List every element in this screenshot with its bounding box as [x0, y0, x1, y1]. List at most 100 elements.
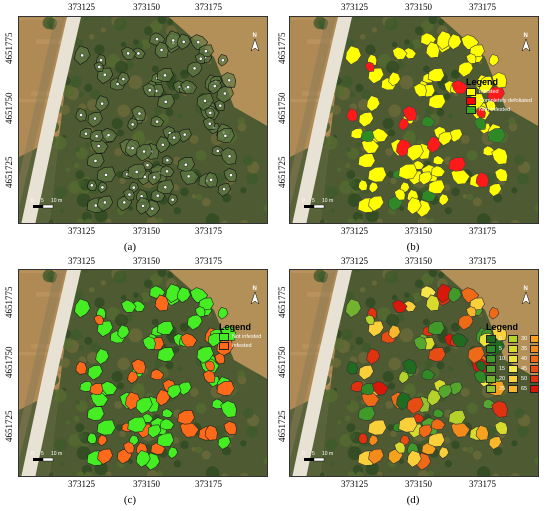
y-tick: 4651750: [277, 92, 287, 125]
svg-text:N: N: [524, 33, 528, 39]
legend-label: 20: [499, 376, 506, 382]
svg-text:10 m: 10 m: [322, 198, 333, 204]
panel-caption: (c): [123, 494, 137, 506]
legend-title: Legend: [466, 77, 499, 87]
legend-item: Infested: [466, 88, 532, 96]
panel-caption: (d): [406, 494, 420, 506]
x-tick: 373150: [133, 226, 160, 236]
legend-swatch: [508, 335, 518, 343]
panel-caption: (b): [406, 241, 420, 253]
legend-item: 30: [508, 335, 530, 343]
legend-label: 45: [521, 366, 528, 372]
x-tick: 373150: [405, 256, 432, 266]
x-tick: 373150: [405, 226, 432, 236]
svg-text:5: 5: [41, 451, 44, 457]
y-tick: 4651775: [4, 286, 14, 319]
x-tick: 373125: [341, 226, 368, 236]
x-tick: 373175: [469, 479, 496, 489]
legend: Legend Not infested Infested: [219, 322, 261, 350]
aerial-map: 0 5 10 m N: [290, 17, 538, 223]
x-tick: 373175: [469, 226, 496, 236]
legend-item: 85: [530, 355, 538, 363]
legend-label: Infested: [479, 89, 499, 95]
x-tick: 373125: [68, 479, 95, 489]
y-tick: 4651750: [277, 346, 287, 379]
svg-text:10 m: 10 m: [51, 198, 62, 204]
legend-swatch: [530, 375, 538, 383]
x-tick: 373175: [469, 2, 496, 12]
x-tick: 373125: [68, 2, 95, 12]
legend-item: 15: [486, 365, 508, 373]
y-tick: 4651775: [277, 286, 287, 319]
legend-swatch: [466, 88, 476, 96]
x-tick: 373125: [341, 2, 368, 12]
legend-item: 20: [486, 375, 508, 383]
svg-text:0: 0: [302, 198, 305, 204]
x-tick: 373150: [133, 256, 160, 266]
legend-swatch: [508, 355, 518, 363]
legend-item: 80: [530, 345, 538, 353]
legend-item: 45: [508, 365, 530, 373]
y-tick: 4651775: [4, 32, 14, 65]
legend-label: Non-infested: [479, 107, 511, 113]
x-tick: 373150: [405, 2, 432, 12]
map-image: 0 5 10 m N Legend 0 3075 5 3580 10 4085 15 4590 20 5…: [289, 269, 539, 477]
legend-label: 25: [499, 386, 506, 392]
legend-swatch: [508, 385, 518, 393]
legend-label: 15: [499, 366, 506, 372]
legend-label: 10: [499, 356, 506, 362]
legend-item: 0: [486, 335, 508, 343]
legend-swatch: [486, 335, 496, 343]
legend-item: 35: [508, 345, 530, 353]
legend-swatch: [508, 365, 518, 373]
legend-label: Completely defoliated: [479, 98, 532, 104]
legend-item: 40: [508, 355, 530, 363]
svg-text:N: N: [524, 286, 528, 292]
panel-caption: (a): [123, 241, 137, 253]
legend-swatch: [530, 355, 538, 363]
legend-item: 10: [486, 355, 508, 363]
y-tick: 4651725: [4, 156, 14, 189]
aerial-map: 0 5 10 m N: [19, 17, 267, 223]
svg-text:N: N: [253, 286, 257, 292]
legend: Legend Infested Completely defoliated No…: [466, 77, 532, 114]
svg-text:0: 0: [31, 451, 34, 457]
svg-text:5: 5: [312, 198, 315, 204]
legend-swatch: [466, 97, 476, 105]
svg-text:0: 0: [302, 451, 305, 457]
map-image: 0 5 10 m N: [18, 16, 268, 224]
x-tick: 373175: [195, 479, 222, 489]
x-tick: 373125: [341, 479, 368, 489]
legend-item: Non-infested: [466, 106, 532, 114]
panel-d: 373125 373150 373175 4651775 4651750 465…: [275, 256, 550, 511]
aerial-map: 0 5 10 m N: [19, 270, 267, 476]
aerial-map: 0 5 10 m N: [290, 270, 538, 476]
legend-grid: 0 3075 5 3580 10 4085 15 4590 20 5095 25 65100: [486, 334, 538, 393]
y-tick: 4651775: [277, 32, 287, 65]
legend-title: Legend: [486, 322, 519, 332]
legend-swatch: [530, 365, 538, 373]
y-tick: 4651725: [277, 410, 287, 443]
legend-item: Not infested: [219, 333, 261, 341]
legend-swatch: [530, 335, 538, 343]
legend-swatch: [219, 342, 229, 350]
legend: Legend 0 3075 5 3580 10 4085 15 4590 20 5095 25 651…: [486, 322, 538, 393]
legend-item: 5: [486, 345, 508, 353]
legend-label: 40: [521, 356, 528, 362]
legend-item: 25: [486, 385, 508, 393]
panel-c: 373125 373150 373175 4651775 4651750 465…: [0, 256, 275, 511]
x-tick: 373175: [469, 256, 496, 266]
legend-item: 95: [530, 375, 538, 383]
svg-text:N: N: [253, 33, 257, 39]
map-image: 0 5 10 m N Legend Infested Completely defol…: [289, 16, 539, 224]
svg-text:10 m: 10 m: [51, 451, 62, 457]
legend-label: 35: [521, 346, 528, 352]
legend-label: Infested: [232, 343, 252, 349]
panel-a: 373125 373150 373175 4651775 4651750 465…: [0, 0, 275, 255]
x-tick: 373150: [405, 479, 432, 489]
legend-item: 90: [530, 365, 538, 373]
legend-label: 65: [521, 386, 528, 392]
legend-item: Completely defoliated: [466, 97, 532, 105]
panel-b: 373125 373150 373175 4651775 4651750 465…: [275, 0, 550, 255]
y-tick: 4651750: [4, 346, 14, 379]
